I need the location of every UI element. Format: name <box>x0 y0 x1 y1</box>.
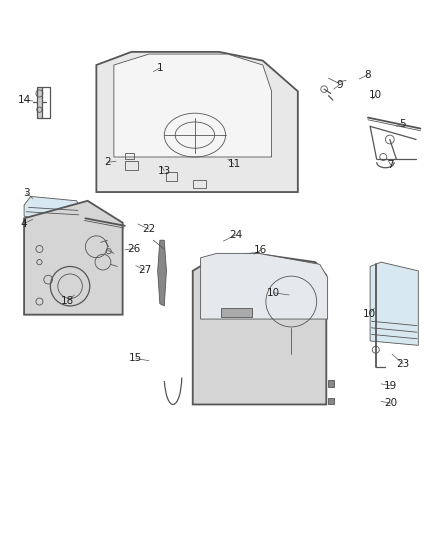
Text: 23: 23 <box>396 359 410 369</box>
Text: 22: 22 <box>142 224 155 235</box>
Text: 20: 20 <box>384 398 397 408</box>
Text: 26: 26 <box>127 244 140 254</box>
Text: 1: 1 <box>156 63 163 73</box>
Text: 13: 13 <box>158 166 171 176</box>
Polygon shape <box>370 262 418 345</box>
Text: 18: 18 <box>61 296 74 305</box>
Text: 27: 27 <box>138 265 151 275</box>
Text: 5: 5 <box>399 119 406 129</box>
Bar <box>125 160 138 170</box>
Bar <box>125 152 134 159</box>
Text: 8: 8 <box>364 70 371 79</box>
Bar <box>221 308 252 317</box>
Text: 9: 9 <box>336 80 343 90</box>
Polygon shape <box>96 52 298 192</box>
Polygon shape <box>24 201 123 314</box>
Polygon shape <box>158 240 166 306</box>
Bar <box>328 381 334 387</box>
Bar <box>193 180 206 188</box>
Text: 3: 3 <box>23 188 30 198</box>
Text: 10: 10 <box>363 309 376 319</box>
Text: 4: 4 <box>21 219 28 229</box>
Text: 7: 7 <box>387 160 394 170</box>
Text: 24: 24 <box>229 230 242 240</box>
Polygon shape <box>193 253 326 405</box>
Polygon shape <box>201 253 328 319</box>
Text: 14: 14 <box>18 95 31 105</box>
Text: 15: 15 <box>129 353 142 364</box>
Text: 16: 16 <box>254 245 267 255</box>
Bar <box>328 398 334 405</box>
Polygon shape <box>37 87 42 118</box>
Bar <box>166 172 177 181</box>
Text: 2: 2 <box>104 157 111 167</box>
Text: 10: 10 <box>369 90 382 100</box>
Text: 19: 19 <box>384 381 397 391</box>
Text: 11: 11 <box>228 159 241 169</box>
Polygon shape <box>114 54 272 157</box>
Polygon shape <box>24 197 85 227</box>
Text: 10: 10 <box>267 288 280 298</box>
